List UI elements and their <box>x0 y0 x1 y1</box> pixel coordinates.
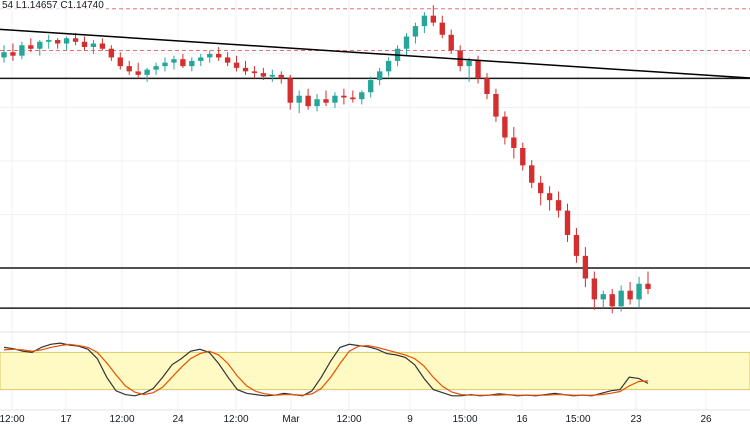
candle-body <box>430 15 437 23</box>
x-tick-label: 12:00 <box>223 414 248 425</box>
time-axis: 12:00 17 12:00 24 12:00 Mar 12:00 9 15:00 16 15:00… <box>0 414 712 425</box>
candle-body <box>493 93 499 117</box>
candle-body <box>135 71 141 75</box>
candle-body <box>582 255 589 279</box>
grid <box>0 0 750 411</box>
x-tick-label: 12:00 <box>0 414 25 425</box>
stochastic-pane <box>0 342 750 397</box>
candle-body <box>314 99 320 107</box>
candle-body <box>475 60 481 79</box>
x-tick-label: 24 <box>172 414 184 425</box>
candle-body <box>28 45 34 49</box>
x-tick-label: 17 <box>60 414 72 425</box>
candle-body <box>153 66 159 70</box>
candle-body <box>198 57 204 61</box>
candle-body <box>224 57 231 63</box>
candle-body <box>278 74 284 79</box>
candle-body <box>10 52 16 56</box>
candle-body <box>63 38 70 44</box>
candle-body <box>296 95 302 103</box>
candle-body <box>600 294 606 300</box>
x-tick-label: Mar <box>282 414 300 425</box>
price-levels <box>0 8 750 309</box>
x-tick-label: 23 <box>630 414 642 425</box>
candle-body <box>251 71 258 74</box>
candle-body <box>171 59 177 63</box>
candle-body <box>529 165 535 183</box>
candle-body <box>162 62 168 67</box>
candle-body <box>189 60 195 67</box>
candle-body <box>627 290 633 300</box>
candle-body <box>99 43 106 49</box>
candle-body <box>350 97 356 100</box>
candle-body <box>457 50 463 67</box>
candlesticks <box>1 5 651 314</box>
candle-body <box>72 38 79 42</box>
x-tick-label: 15:00 <box>452 414 477 425</box>
candle-body <box>233 62 240 68</box>
candle-body <box>376 71 383 81</box>
x-tick-label: 15:00 <box>565 414 590 425</box>
stochastic-d-line <box>3 343 649 396</box>
candle-body <box>564 210 571 235</box>
candle-body <box>287 78 293 103</box>
candle-body <box>484 78 490 94</box>
candle-body <box>421 15 428 27</box>
candle-body <box>341 95 347 98</box>
candle-body <box>591 278 598 300</box>
candle-body <box>636 283 642 300</box>
candle-body <box>439 22 445 35</box>
candle-body <box>368 80 374 93</box>
candle-body <box>555 200 562 211</box>
candle-body <box>466 60 472 67</box>
candle-body <box>332 95 338 103</box>
trendline <box>0 28 750 79</box>
candle-body <box>502 116 508 138</box>
candle-body <box>108 48 115 58</box>
candle-body <box>117 57 123 67</box>
x-tick-label: 16 <box>516 414 528 425</box>
candle-body <box>46 40 52 42</box>
candle-body <box>520 147 526 166</box>
candle-body <box>207 53 213 58</box>
candle-body <box>37 41 43 49</box>
candle-body <box>618 290 624 307</box>
candle-body <box>19 45 25 56</box>
candle-body <box>546 193 553 201</box>
candle-body <box>269 74 276 77</box>
candle-body <box>609 294 615 307</box>
trendline-group <box>0 28 750 79</box>
candle-body <box>305 95 311 107</box>
candle-body <box>242 67 249 72</box>
x-tick-label: 26 <box>700 414 712 425</box>
candle-body <box>90 43 97 47</box>
candle-body <box>180 59 186 67</box>
candle-body <box>81 41 88 47</box>
candle-body <box>412 26 419 37</box>
candle-body <box>260 73 267 77</box>
candle-body <box>645 283 651 289</box>
candle-body <box>126 66 132 72</box>
candle-body <box>1 52 7 58</box>
candle-body <box>323 99 329 103</box>
x-tick-label: 12:00 <box>109 414 134 425</box>
candle-body <box>54 40 61 44</box>
x-tick-label: 9 <box>407 414 413 425</box>
candle-body <box>385 60 392 72</box>
candle-body <box>144 69 150 75</box>
candle-body <box>573 234 580 256</box>
ohlc-readout: 54 L1.14657 C1.14740 <box>0 0 106 11</box>
candle-body <box>359 92 365 100</box>
candle-body <box>511 137 517 148</box>
candle-body <box>215 53 222 58</box>
candle-body <box>537 182 544 194</box>
candle-body <box>403 36 410 49</box>
x-tick-label: 12:00 <box>336 414 361 425</box>
candle-body <box>448 34 454 51</box>
